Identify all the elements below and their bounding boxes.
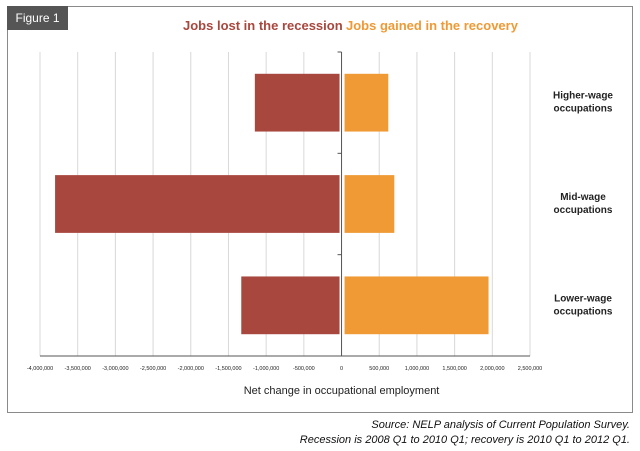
figure-label: Figure 1 [7, 6, 68, 30]
x-axis-title: Net change in occupational employment [244, 385, 440, 397]
x-tick-label: 2,500,000 [518, 366, 542, 372]
x-tick-label: -1,000,000 [253, 366, 279, 372]
category-label: Lower-wage [554, 293, 612, 304]
legend-loss: Jobs lost in the recession [183, 18, 343, 33]
x-tick-label: 2,000,000 [480, 366, 504, 372]
x-tick-label: -4,000,000 [27, 366, 53, 372]
x-tick-label: -2,000,000 [178, 366, 204, 372]
category-label: occupations [554, 104, 613, 115]
bar-gain [344, 276, 489, 335]
bar-loss [55, 175, 340, 233]
source-line-1: Source: NELP analysis of Current Populat… [371, 419, 630, 431]
bar-gain [344, 73, 389, 132]
category-label: occupations [554, 205, 613, 216]
category-label: occupations [554, 306, 613, 317]
x-tick-label: 0 [340, 366, 343, 372]
category-label: Mid-wage [560, 192, 606, 203]
x-tick-label: 1,500,000 [442, 366, 466, 372]
x-tick-label: -500,000 [293, 366, 315, 372]
x-tick-label: 500,000 [369, 366, 389, 372]
bar-loss [241, 276, 340, 335]
bar-loss [254, 73, 340, 132]
bar-gain [344, 175, 395, 233]
x-tick-label: 1,000,000 [405, 366, 429, 372]
x-tick-label: -1,500,000 [215, 366, 241, 372]
category-label: Higher-wage [553, 91, 613, 102]
x-tick-label: -3,000,000 [102, 366, 128, 372]
source-line-2: Recession is 2008 Q1 to 2010 Q1; recover… [299, 434, 630, 446]
x-tick-label: -2,500,000 [140, 366, 166, 372]
x-tick-label: -3,500,000 [65, 366, 91, 372]
legend-gain: Jobs gained in the recovery [346, 18, 518, 33]
